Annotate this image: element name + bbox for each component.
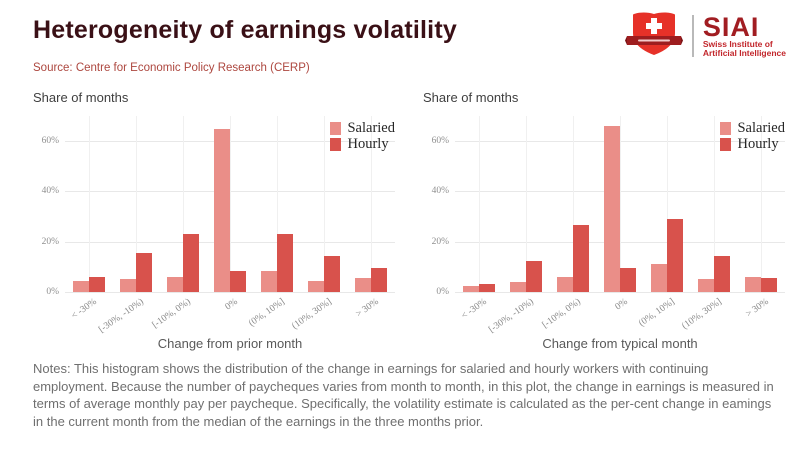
page-title: Heterogeneity of earnings volatility — [33, 16, 457, 44]
bar-salaried — [72, 280, 89, 292]
chart-ylabel: Share of months — [423, 90, 519, 105]
x-axis-title: Change from typical month — [542, 336, 698, 351]
gridline-vertical — [620, 116, 621, 292]
logo-acronym: SIAI — [702, 11, 760, 42]
legend-label: Salaried — [347, 119, 395, 136]
gridline-vertical — [230, 116, 231, 292]
legend-item-salaried: Salaried — [330, 120, 395, 136]
bar-hourly — [572, 225, 589, 292]
bar-hourly — [525, 260, 542, 292]
bar-salaried — [651, 264, 668, 292]
swiss-shield-icon — [624, 9, 683, 64]
legend-label: Hourly — [737, 135, 779, 152]
gridline-vertical — [761, 116, 763, 292]
source-line: Source: Centre for Economic Policy Resea… — [33, 62, 310, 74]
plot-area: Salaried Hourly — [65, 116, 395, 293]
bar-hourly — [230, 270, 246, 292]
y-tick-label: 20% — [431, 236, 449, 247]
logo-org-line1: Swiss Institute of — [702, 38, 773, 49]
bar-salaried — [261, 270, 278, 292]
bar-hourly — [667, 219, 684, 292]
bar-hourly — [88, 276, 105, 292]
bar-hourly — [182, 234, 199, 292]
logo-text: SIAI Swiss Institute of Artificial Intel… — [702, 11, 786, 59]
bar-salaried — [214, 128, 230, 292]
bar-hourly — [277, 234, 294, 292]
bar-salaried — [355, 278, 372, 292]
legend-swatch-hourly — [720, 137, 732, 151]
y-tick-label: 40% — [41, 186, 59, 197]
bar-hourly — [761, 278, 778, 292]
y-tick-label: 60% — [431, 136, 449, 147]
bar-hourly — [135, 253, 152, 292]
bar-salaried — [509, 281, 526, 292]
bar-hourly — [478, 284, 495, 292]
gridline — [65, 292, 395, 293]
notes-text: Notes: This histogram shows the distribu… — [33, 361, 774, 429]
gridline-vertical — [714, 116, 716, 292]
legend-label: Salaried — [737, 119, 785, 136]
bar-salaried — [604, 126, 620, 292]
legend: Salaried Hourly — [720, 120, 785, 152]
gridline-vertical — [478, 116, 480, 292]
y-tick-label: 40% — [431, 186, 449, 197]
bar-hourly — [371, 268, 388, 292]
gridline-vertical — [525, 116, 527, 292]
y-tick-label: 0% — [436, 287, 449, 297]
y-tick-label: 60% — [41, 136, 59, 147]
bar-hourly — [620, 268, 636, 292]
y-tick-label: 20% — [41, 236, 59, 247]
logo-org-line2: Artificial Intelligence — [702, 48, 786, 58]
bar-salaried — [308, 280, 325, 292]
gridline-vertical — [667, 116, 669, 292]
gridline-vertical — [371, 116, 373, 292]
bar-salaried — [166, 276, 183, 292]
bar-hourly — [714, 255, 731, 292]
logo-divider — [691, 15, 694, 57]
shield-banner-text — [637, 39, 670, 41]
gridline-vertical — [182, 116, 184, 292]
gridline-vertical — [277, 116, 279, 292]
bar-salaried — [462, 285, 479, 292]
legend-label: Hourly — [347, 135, 389, 152]
legend-swatch-salaried — [720, 121, 732, 135]
bar-salaried — [745, 276, 762, 292]
chart-panel-1: Share of months Salaried Hourly 0% 20% 40% 60%… — [25, 90, 405, 360]
plot-area: Salaried Hourly — [455, 116, 785, 293]
legend-swatch-hourly — [330, 137, 342, 151]
legend-item-hourly: Hourly — [720, 136, 785, 152]
bar-salaried — [698, 279, 715, 292]
x-axis-title: Change from prior month — [157, 336, 303, 351]
gridline-vertical — [88, 116, 90, 292]
bar-salaried — [556, 276, 573, 292]
legend: Salaried Hourly — [330, 120, 395, 152]
legend-item-hourly: Hourly — [330, 136, 395, 152]
legend-swatch-salaried — [330, 121, 342, 135]
charts-row: Share of months Salaried Hourly 0% 20% 40% 60%… — [25, 90, 795, 360]
legend-item-salaried: Salaried — [720, 120, 785, 136]
chart-panel-2: Share of months Salaried Hourly 0% 20% 40% 60%… — [415, 90, 795, 360]
siai-logo: SIAI Swiss Institute of Artificial Intel… — [624, 9, 786, 64]
bar-hourly — [324, 255, 341, 292]
gridline-vertical — [135, 116, 137, 292]
gridline-vertical — [324, 116, 326, 292]
chart-ylabel: Share of months — [33, 90, 129, 105]
gridline — [455, 292, 785, 293]
gridline-vertical — [572, 116, 574, 292]
bar-salaried — [119, 279, 136, 292]
y-tick-label: 0% — [46, 287, 59, 297]
